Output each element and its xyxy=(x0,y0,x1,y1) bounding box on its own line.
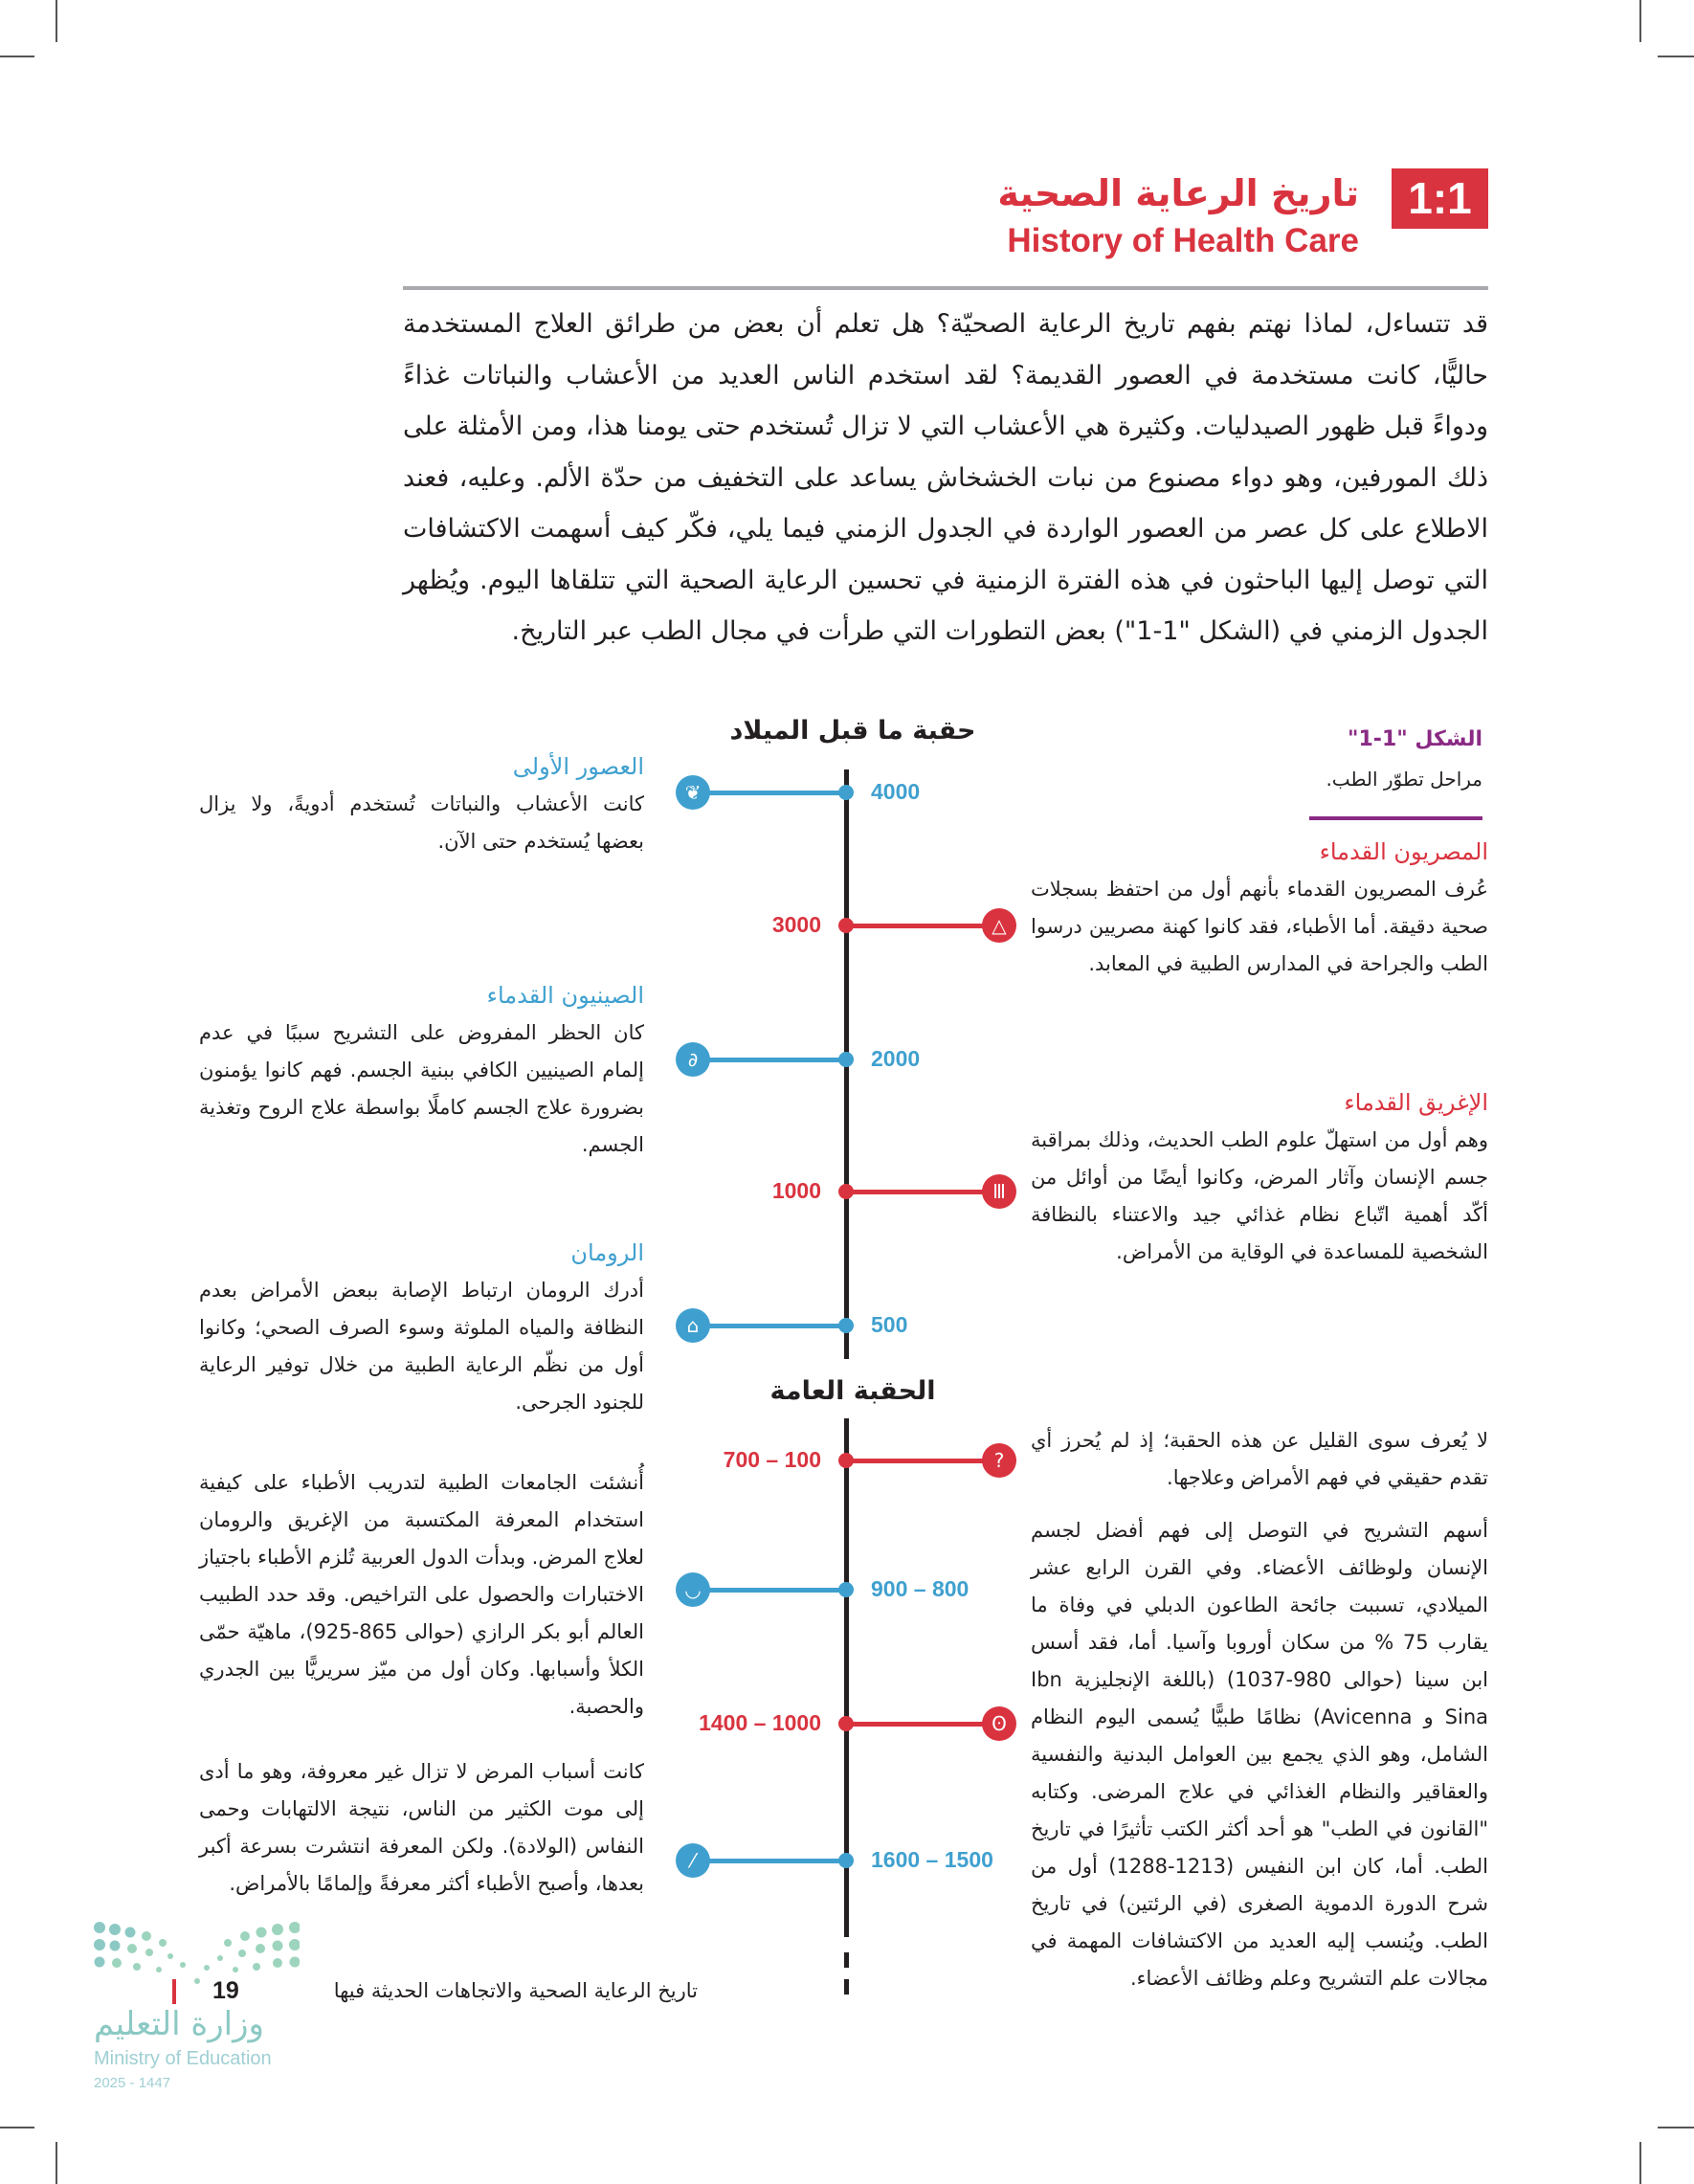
timeline-dot xyxy=(838,1853,854,1868)
right-block-ancient-greeks: الإغريق القدماء وهم أول من استهلّ علوم ا… xyxy=(1031,1084,1488,1271)
page-title-arabic: تاريخ الرعاية الصحية xyxy=(997,172,1359,214)
block-text: وهم أول من استهلّ علوم الطب الحديث، وذلك… xyxy=(1031,1128,1488,1263)
ministry-logo-dots-icon xyxy=(94,1922,300,1984)
left-block-medical-universities: أُنشئت الجامعات الطبية لتدريب الأطباء عل… xyxy=(199,1464,644,1726)
right-block-anatomy: أسهم التشريح في التوصل إلى فهم أفضل لجسم… xyxy=(1031,1512,1488,1997)
right-block-dark-ages: لا يُعرف سوى القليل عن هذه الحقبة؛ إذ لم… xyxy=(1031,1422,1488,1497)
greek-column-icon: Ⅲ xyxy=(982,1174,1016,1209)
timeline-dot xyxy=(838,785,854,800)
timeline-dot xyxy=(838,1582,854,1597)
left-block-early-ages: العصور الأولى كانت الأعشاب والنباتات تُس… xyxy=(199,748,644,860)
timeline-year-label: 500 xyxy=(871,1312,908,1337)
block-heading: الصينيون القدماء xyxy=(486,982,644,1009)
lungs-icon: ʘ xyxy=(982,1706,1016,1741)
figure-caption: مراحل تطوّر الطب. xyxy=(1326,768,1482,791)
header-divider xyxy=(403,286,1488,290)
era-heading-bc: حقبة ما قبل الميلاد xyxy=(729,716,976,746)
left-block-romans: الرومان أدرك الرومان ارتباط الإصابة ببعض… xyxy=(199,1235,644,1421)
timeline-dot xyxy=(838,1453,854,1468)
timeline-year-label: 3000 xyxy=(771,912,821,937)
left-block-disease-causes: كانت أسباب المرض لا تزال غير معروفة، وهو… xyxy=(199,1753,644,1903)
block-text: أسهم التشريح في التوصل إلى فهم أفضل لجسم… xyxy=(1031,1519,1488,1990)
crop-mark xyxy=(1639,0,1641,42)
crop-mark xyxy=(56,0,57,42)
timeline-year-label: 1000 xyxy=(771,1178,821,1203)
block-text: أدرك الرومان ارتباط الإصابة ببعض الأمراض… xyxy=(199,1279,644,1414)
tree-icon: ❦ xyxy=(676,775,710,810)
timeline-axis-ad xyxy=(844,1418,849,1937)
left-block-ancient-chinese: الصينيون القدماء كان الحظر المفروض على ا… xyxy=(199,977,644,1164)
intro-paragraph: قد تتساءل، لماذا نهتم بفهم تاريخ الرعاية… xyxy=(403,309,1488,646)
timeline-connector xyxy=(846,1459,999,1463)
crop-mark xyxy=(1658,2127,1694,2128)
page-number: 19 xyxy=(212,1977,239,2004)
ministry-logo-english: Ministry of Education xyxy=(94,2048,272,2069)
timeline-dot xyxy=(838,1716,854,1731)
figure-divider xyxy=(1309,816,1482,820)
timeline-year-label: 4000 xyxy=(871,779,921,804)
timeline-year-label: 700 – 100 xyxy=(723,1447,821,1472)
timeline-connector xyxy=(693,1058,846,1062)
ministry-logo-year: 2025 - 1447 xyxy=(94,2075,171,2091)
timeline-dot xyxy=(838,1318,854,1333)
footer-book-title: تاريخ الرعاية الصحية والاتجاهات الحديثة … xyxy=(333,1979,698,2002)
timeline-year-label: 1600 – 1500 xyxy=(871,1847,993,1872)
timeline-connector xyxy=(846,924,999,928)
timeline-connector xyxy=(693,1324,846,1328)
crop-mark xyxy=(0,56,34,57)
block-heading: العصور الأولى xyxy=(512,753,644,780)
section-number-badge: 1:1 xyxy=(1392,168,1488,229)
timeline-connector xyxy=(693,791,846,795)
timeline-connector xyxy=(846,1190,999,1194)
crop-mark xyxy=(56,2142,57,2184)
page-title-english: History of Health Care xyxy=(1007,222,1359,259)
question-mark-icon: ? xyxy=(982,1443,1016,1478)
mortar-bowl-icon: ◡ xyxy=(676,1572,710,1607)
timeline-axis-dash xyxy=(844,1952,849,1968)
timeline-year-label: 1400 – 1000 xyxy=(699,1710,821,1735)
bones-icon: ⁄ xyxy=(676,1843,710,1878)
timeline-year-label: 900 – 800 xyxy=(871,1576,970,1601)
timeline-dot xyxy=(838,1052,854,1067)
timeline-dot xyxy=(838,918,854,933)
dragon-icon: ∂ xyxy=(676,1042,710,1077)
block-heading: المصريون القدماء xyxy=(1319,838,1488,865)
block-text: كان الحظر المفروض على التشريح سببًا في ع… xyxy=(199,1021,644,1156)
block-heading: الرومان xyxy=(570,1239,644,1266)
figure-label: الشكل "1-1" xyxy=(1348,727,1482,751)
block-text: كانت أسباب المرض لا تزال غير معروفة، وهو… xyxy=(199,1760,644,1895)
block-text: عُرف المصريون القدماء بأنهم أول من احتفظ… xyxy=(1031,878,1488,975)
crop-mark xyxy=(0,2127,34,2128)
page-number-bar xyxy=(172,1979,176,2004)
timeline-year-label: 2000 xyxy=(871,1046,921,1071)
timeline-connector xyxy=(693,1588,846,1593)
pyramid-icon: △ xyxy=(982,908,1016,943)
block-text: أُنشئت الجامعات الطبية لتدريب الأطباء عل… xyxy=(199,1471,645,1718)
block-text: لا يُعرف سوى القليل عن هذه الحقبة؛ إذ لم… xyxy=(1031,1429,1488,1489)
timeline-connector xyxy=(846,1722,999,1727)
ministry-logo-arabic: وزارة التعليم xyxy=(94,2005,264,2043)
timeline-dot xyxy=(838,1184,854,1199)
crop-mark xyxy=(1639,2142,1641,2184)
roman-temple-icon: ⌂ xyxy=(676,1308,710,1343)
crop-mark xyxy=(1658,56,1694,57)
timeline-connector xyxy=(693,1859,846,1863)
block-text: كانت الأعشاب والنباتات تُستخدم أدويةً، و… xyxy=(199,792,644,853)
right-block-ancient-egyptians: المصريون القدماء عُرف المصريون القدماء ب… xyxy=(1031,834,1488,983)
era-heading-ad: الحقبة العامة xyxy=(769,1376,936,1406)
timeline-axis-dash xyxy=(844,1979,849,1995)
block-heading: الإغريق القدماء xyxy=(1344,1089,1488,1116)
